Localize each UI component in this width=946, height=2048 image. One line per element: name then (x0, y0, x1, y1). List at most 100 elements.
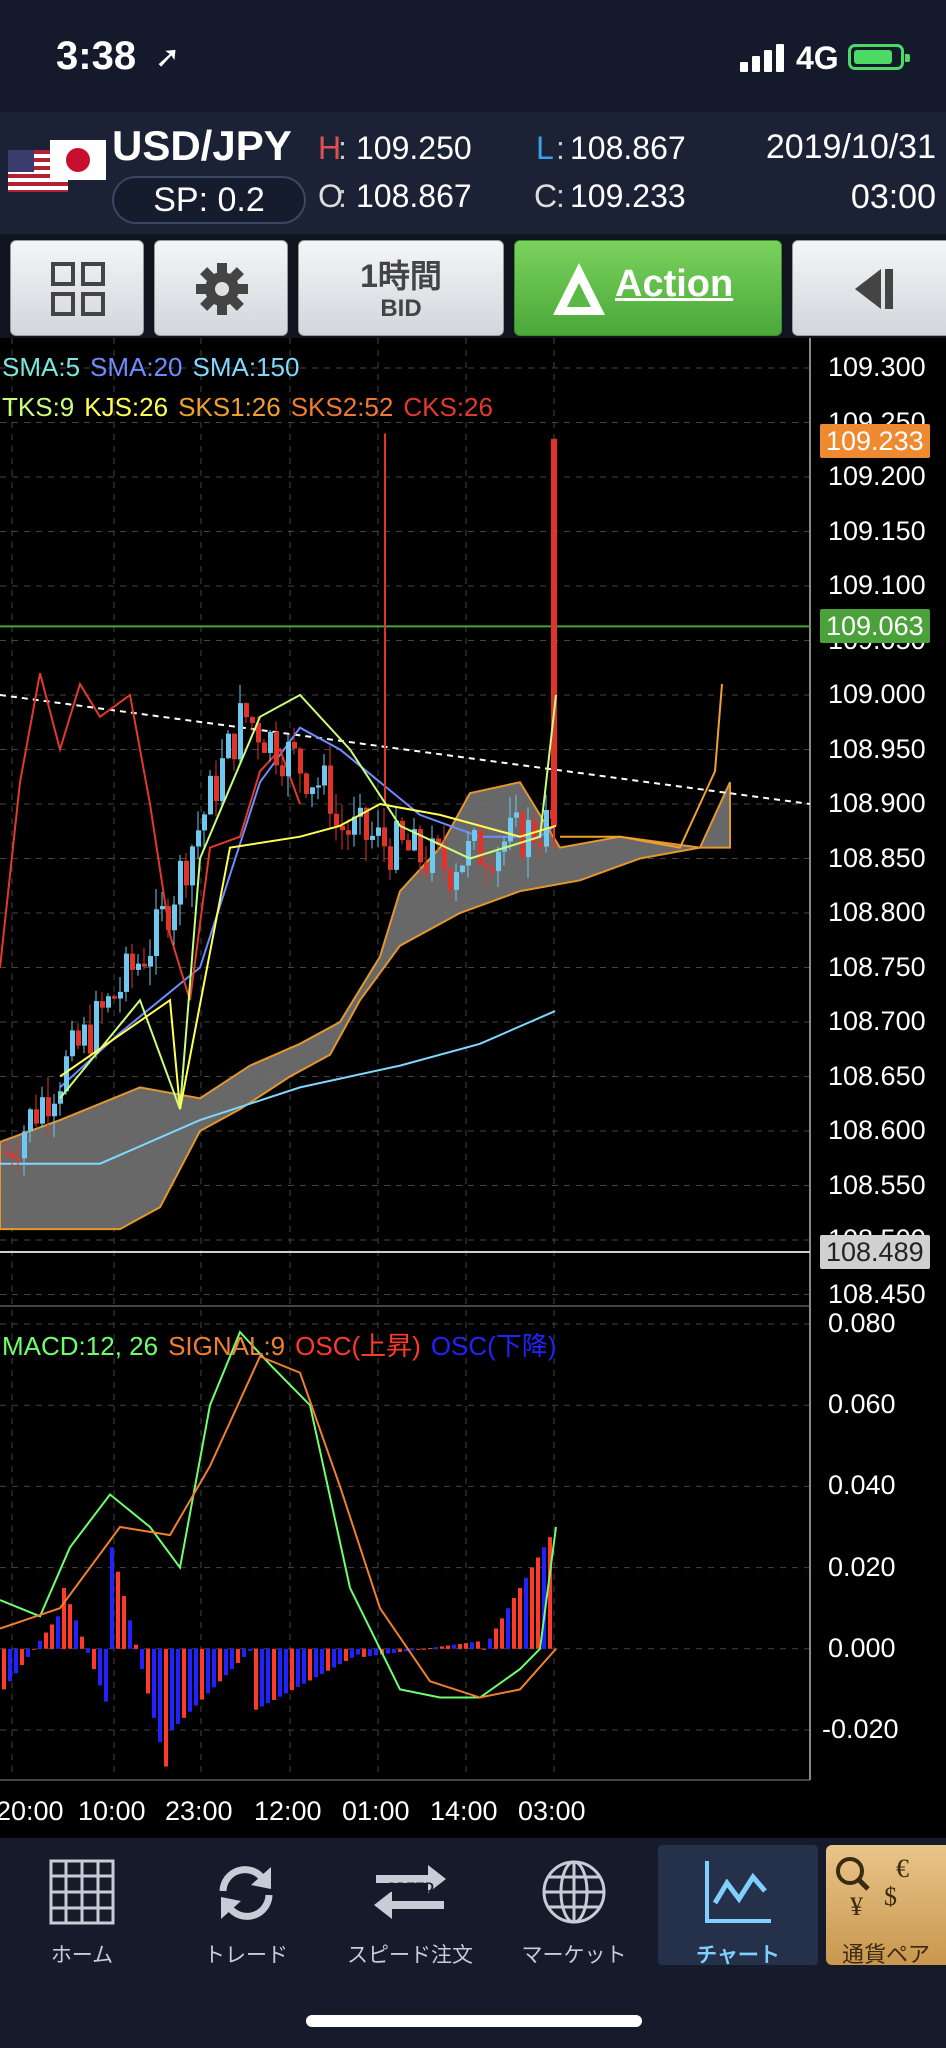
settings-button[interactable] (154, 240, 288, 336)
macd-histogram-bar (542, 1547, 546, 1649)
macd-histogram-bar (44, 1632, 48, 1649)
action-button[interactable]: Action (514, 240, 782, 336)
ma-legend: SMA:5 SMA:20 SMA:150 (2, 352, 309, 383)
macd-line (0, 1330, 557, 1699)
chart-canvas[interactable] (0, 338, 946, 1838)
candle-body (94, 1001, 99, 1054)
candle-body (298, 748, 303, 774)
home-indicator[interactable] (306, 2015, 642, 2027)
macd-histogram-bar (14, 1648, 18, 1674)
price-tick-label: 108.700 (828, 1006, 926, 1036)
candle-body (352, 816, 357, 835)
candle-body (316, 785, 321, 788)
candle-body (256, 722, 261, 743)
tab-speed-order[interactable]: SPEED スピード注文 (330, 1845, 490, 1967)
macd-histogram-bar (410, 1648, 414, 1651)
macd-histogram-bar (56, 1616, 60, 1649)
candle-body (262, 742, 267, 753)
macd-histogram-bar (68, 1604, 72, 1649)
chart-area[interactable] (0, 338, 946, 1838)
trend-line (0, 694, 811, 805)
legend-item: KJS:26 (84, 392, 169, 422)
candle-body (520, 812, 525, 858)
macd-histogram-bar (272, 1648, 276, 1700)
legend-item: OSC(下降) (430, 1331, 557, 1361)
macd-histogram-bar (218, 1648, 222, 1682)
macd-histogram-bar (254, 1648, 258, 1710)
legend-item: MACD:12, 26 (2, 1331, 159, 1361)
macd-histogram-bar (200, 1648, 204, 1700)
macd-histogram-bar (314, 1648, 318, 1678)
low-value: 108.867 (570, 130, 686, 166)
timeframe-label: 1時間 (360, 258, 442, 294)
macd-histogram-bar (248, 1648, 252, 1651)
candle-body (46, 1097, 51, 1117)
macd-histogram-bar (452, 1644, 456, 1649)
battery-icon (848, 44, 910, 70)
candle-body (226, 733, 231, 759)
currency-pair-title[interactable]: USD/JPY (112, 122, 292, 169)
candle-body (196, 830, 201, 847)
macd-histogram-bar (152, 1648, 156, 1718)
candle-body (334, 813, 339, 826)
tab-market[interactable]: マーケット (494, 1845, 654, 1967)
macd-histogram-bar (506, 1608, 510, 1649)
candle-body (142, 963, 147, 967)
macd-histogram-bar (416, 1648, 420, 1650)
tab-trade[interactable]: トレード (166, 1845, 326, 1967)
chikou-line (0, 672, 301, 1001)
candle-body (502, 841, 507, 852)
timeframe-button[interactable]: 1時間 BID (298, 240, 504, 336)
candle-body (286, 741, 291, 777)
jp-flag-icon (50, 140, 106, 180)
candle-body (208, 775, 213, 815)
low-label: L (536, 130, 554, 166)
candle-body (280, 765, 285, 777)
close-value: 109.233 (570, 178, 686, 214)
macd-histogram-bar (182, 1648, 186, 1718)
time-tick-label: 10:00 (78, 1796, 146, 1826)
location-icon: ➚ (155, 41, 181, 74)
candle-body (382, 827, 387, 847)
action-arrow-icon (553, 263, 605, 315)
globe-icon (542, 1860, 606, 1924)
candle-body (118, 991, 123, 999)
candle-body (112, 996, 117, 999)
macd-histogram-bar (62, 1587, 66, 1649)
macd-histogram-bar (134, 1644, 138, 1649)
signal-icon (740, 44, 786, 72)
macd-histogram-bar (92, 1648, 96, 1670)
tab-home[interactable]: ホーム (2, 1845, 162, 1967)
legend-item: SMA:5 (2, 352, 81, 382)
macd-histogram-bar (464, 1643, 468, 1649)
candle-body (538, 842, 543, 847)
ichimoku-legend: TKS:9 KJS:26 SKS1:26 SKS2:52 CKS:26 (2, 392, 503, 423)
macd-histogram-bar (332, 1648, 336, 1668)
high-label: H (318, 130, 342, 166)
candle-body (136, 963, 141, 970)
candle-body (10, 1153, 15, 1159)
macd-histogram-bar (512, 1598, 516, 1649)
tab-chart[interactable]: チャート (658, 1845, 818, 1967)
macd-histogram-bar (284, 1648, 288, 1694)
candle-body (154, 909, 159, 957)
price-tick-label: 108.450 (828, 1278, 926, 1309)
candle-body (490, 867, 495, 872)
candle-body (274, 731, 279, 766)
macd-tick-label: -0.020 (822, 1714, 899, 1744)
trade-arrows-icon (219, 1866, 273, 1920)
macd-histogram-bar (326, 1648, 330, 1671)
candle-body (82, 1024, 87, 1046)
candle-body (232, 733, 237, 760)
macd-histogram-bar (290, 1648, 294, 1691)
layout-grid-button[interactable] (10, 240, 144, 336)
collapse-panel-button[interactable] (792, 240, 946, 336)
time-tick-label: 20:00 (0, 1796, 64, 1826)
candle-body (406, 840, 411, 851)
tab-currency-pair[interactable]: € ¥ $ 通貨ペア (826, 1845, 946, 1967)
candle-body (292, 741, 297, 749)
green-line-price-box: 109.063 (820, 609, 930, 644)
macd-histogram-bar (350, 1648, 354, 1658)
candle-body (64, 1056, 69, 1092)
macd-histogram-bar (206, 1648, 210, 1694)
